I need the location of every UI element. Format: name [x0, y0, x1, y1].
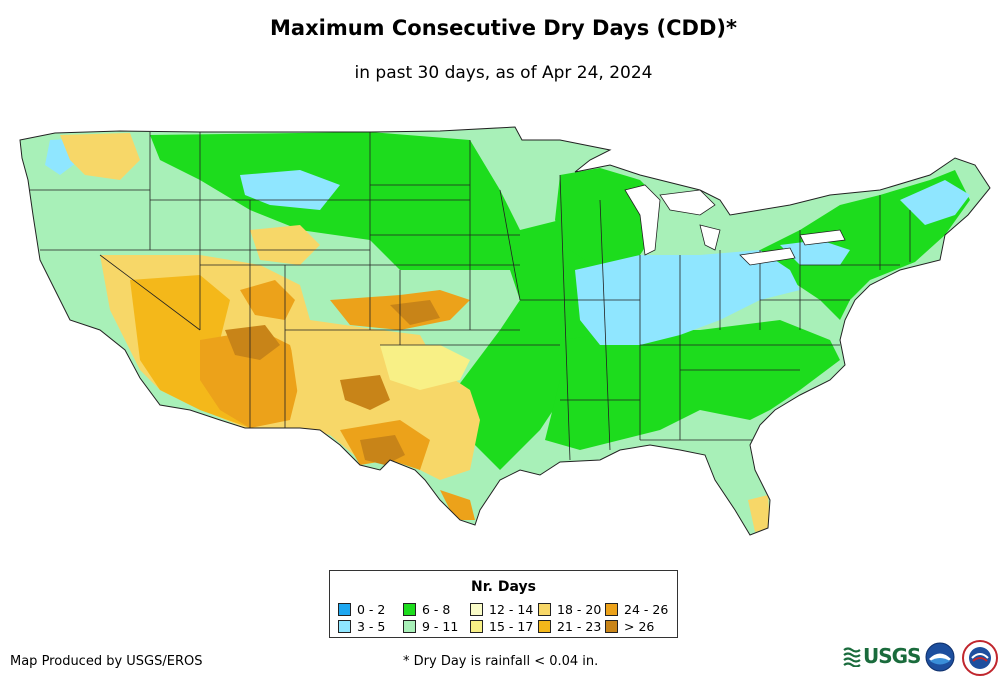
legend-item: 24 - 26 — [605, 602, 668, 617]
legend-item: > 26 — [605, 619, 654, 634]
legend-swatch — [605, 620, 618, 633]
legend-swatch — [338, 620, 351, 633]
usgs-logo: USGS — [843, 643, 921, 669]
legend-swatch — [605, 603, 618, 616]
legend-item: 3 - 5 — [338, 619, 385, 634]
legend-title: Nr. Days — [471, 579, 536, 595]
legend-swatch — [403, 620, 416, 633]
legend-item: 9 - 11 — [403, 619, 458, 634]
noaa-logo-icon — [925, 642, 955, 672]
legend-box: Nr. Days 0 - 2 3 - 5 6 - 8 9 - 11 12 - 1… — [329, 570, 678, 638]
legend-item: 0 - 2 — [338, 602, 385, 617]
map-credit: Map Produced by USGS/EROS — [10, 654, 203, 669]
legend-swatch — [403, 603, 416, 616]
legend-swatch — [538, 603, 551, 616]
legend-swatch — [470, 620, 483, 633]
legend-item: 15 - 17 — [470, 619, 533, 634]
dry-day-footnote: * Dry Day is rainfall < 0.04 in. — [403, 654, 599, 669]
legend-swatch — [338, 603, 351, 616]
legend-item: 6 - 8 — [403, 602, 450, 617]
nws-logo-icon — [962, 640, 998, 676]
legend-item: 12 - 14 — [470, 602, 533, 617]
map-title: Maximum Consecutive Dry Days (CDD)* — [270, 16, 737, 40]
map-subtitle: in past 30 days, as of Apr 24, 2024 — [354, 63, 653, 83]
usgs-wave-icon — [843, 647, 861, 667]
legend-swatch — [538, 620, 551, 633]
legend-item: 21 - 23 — [538, 619, 601, 634]
legend-item: 18 - 20 — [538, 602, 601, 617]
legend-swatch — [470, 603, 483, 616]
